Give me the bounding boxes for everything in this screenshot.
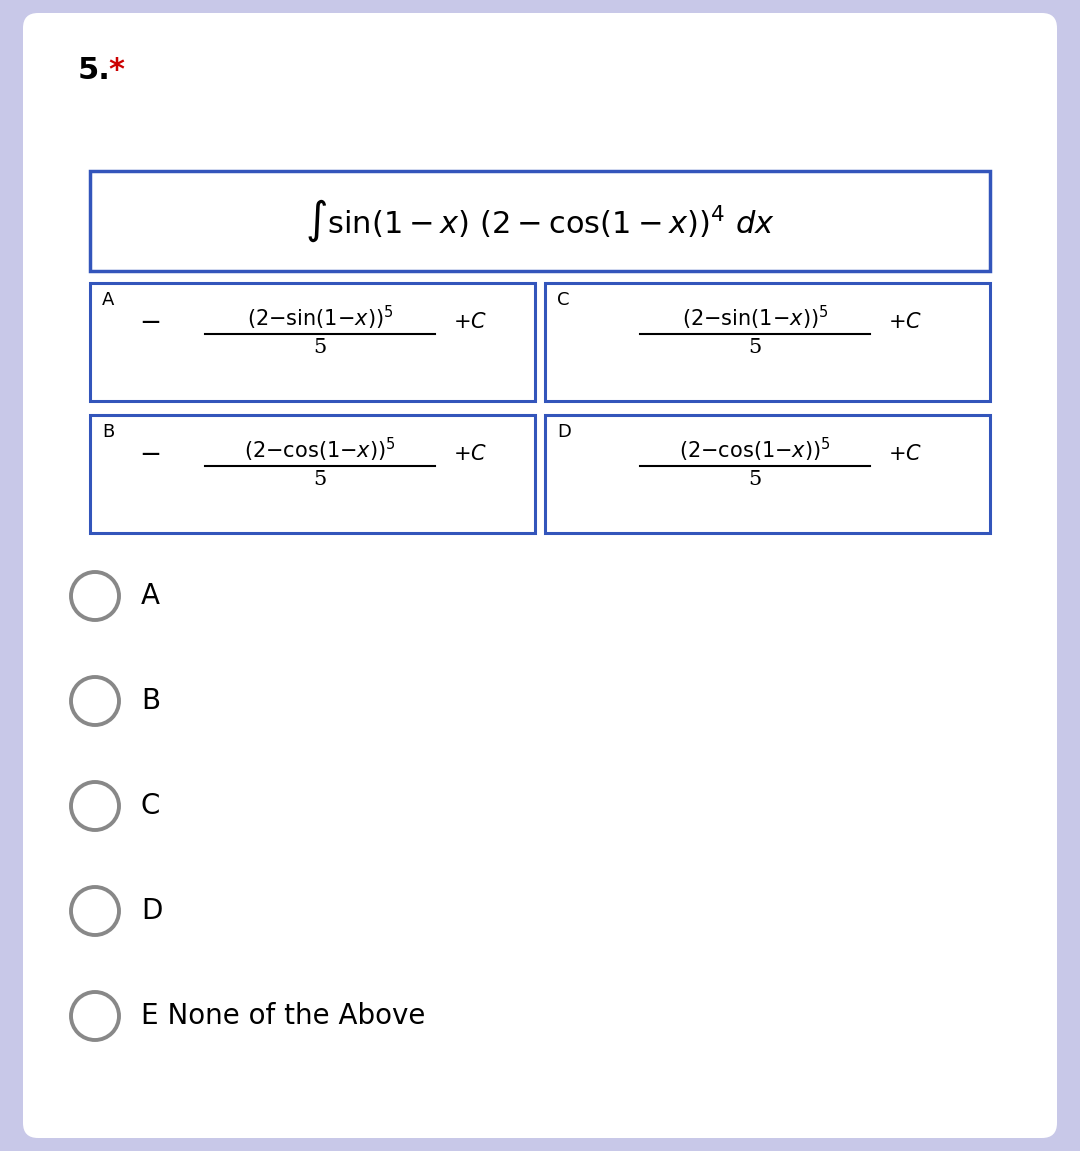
Bar xyxy=(90,416,535,533)
Text: $(2{-}\sin(1{-}x))^5$: $(2{-}\sin(1{-}x))^5$ xyxy=(681,304,828,331)
Text: 5: 5 xyxy=(748,338,761,357)
Text: $(2{-}\cos(1{-}x))^5$: $(2{-}\cos(1{-}x))^5$ xyxy=(244,436,396,464)
Text: 5: 5 xyxy=(313,338,326,357)
Text: A: A xyxy=(102,291,114,308)
Bar xyxy=(545,283,990,401)
Text: $-$: $-$ xyxy=(139,308,161,334)
Text: 5: 5 xyxy=(313,470,326,489)
Text: A: A xyxy=(141,582,160,610)
Text: B: B xyxy=(102,424,114,441)
Text: E None of the Above: E None of the Above xyxy=(141,1003,426,1030)
Text: D: D xyxy=(141,897,162,925)
Text: $+C$: $+C$ xyxy=(888,444,922,464)
Circle shape xyxy=(71,782,119,830)
Circle shape xyxy=(71,677,119,725)
Text: $(2{-}\cos(1{-}x))^5$: $(2{-}\cos(1{-}x))^5$ xyxy=(679,436,831,464)
Circle shape xyxy=(71,572,119,620)
Text: C: C xyxy=(141,792,160,820)
FancyBboxPatch shape xyxy=(23,13,1057,1138)
Text: $+C$: $+C$ xyxy=(888,312,922,331)
Circle shape xyxy=(71,992,119,1041)
Text: D: D xyxy=(557,424,571,441)
Text: $\int \sin(1 - x)\ (2 - \cos(1 - x))^4\ dx$: $\int \sin(1 - x)\ (2 - \cos(1 - x))^4\ … xyxy=(306,198,774,244)
Text: $+C$: $+C$ xyxy=(453,444,487,464)
Text: 5: 5 xyxy=(748,470,761,489)
Text: C: C xyxy=(557,291,569,308)
Text: *: * xyxy=(108,56,124,85)
Circle shape xyxy=(71,887,119,935)
Text: $+C$: $+C$ xyxy=(453,312,487,331)
Bar xyxy=(90,171,990,270)
Text: B: B xyxy=(141,687,160,715)
Bar xyxy=(545,416,990,533)
Text: $-$: $-$ xyxy=(139,440,161,466)
Text: $(2{-}\sin(1{-}x))^5$: $(2{-}\sin(1{-}x))^5$ xyxy=(246,304,393,331)
Text: 5.: 5. xyxy=(78,56,111,85)
Bar xyxy=(90,283,535,401)
